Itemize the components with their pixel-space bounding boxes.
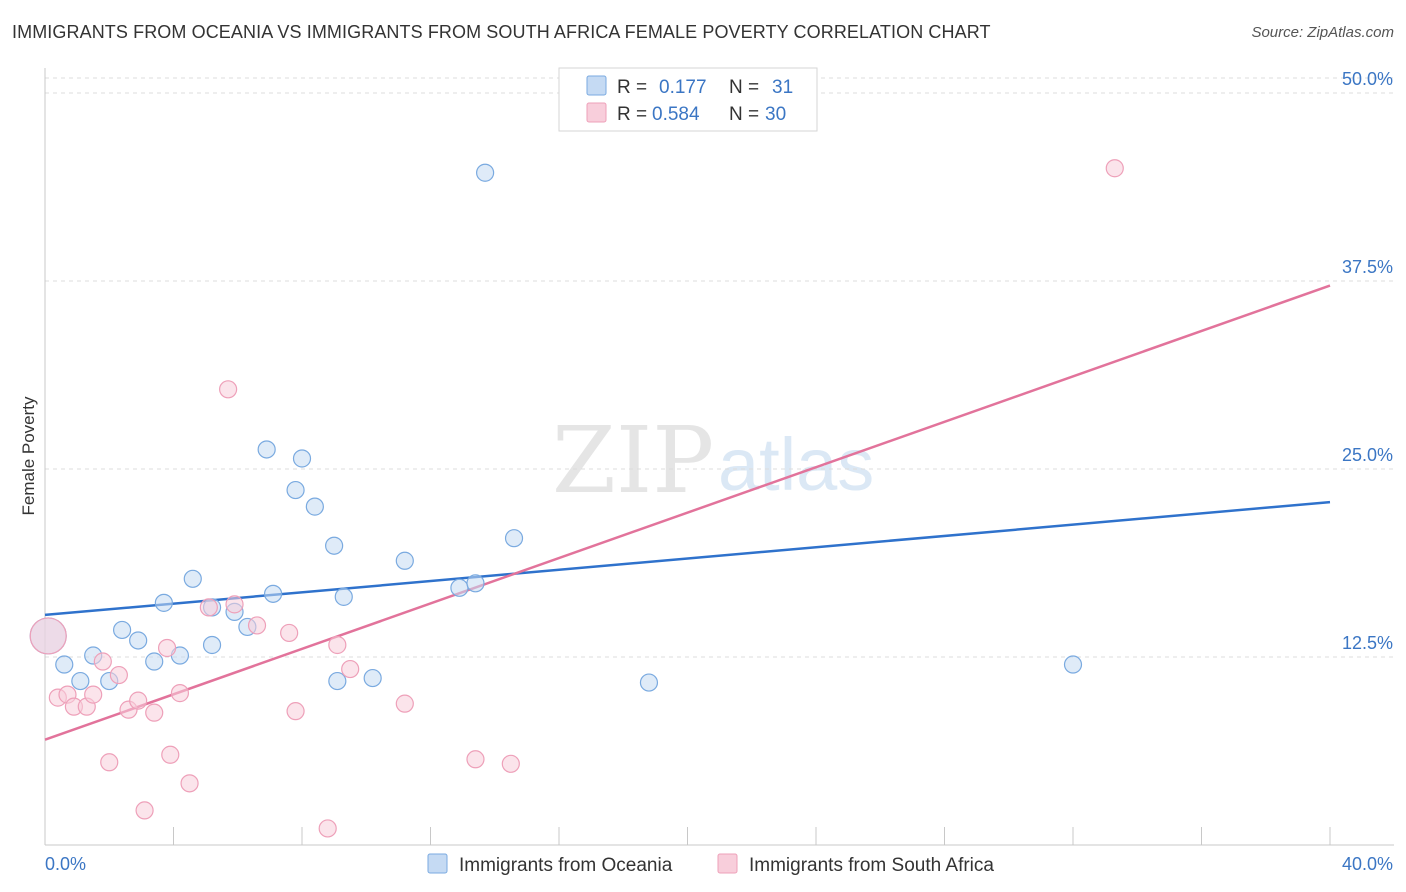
point-south-africa [100, 753, 119, 772]
point-south-africa [199, 598, 218, 617]
point-oceania [145, 652, 164, 671]
legend-swatch-oceania [586, 75, 607, 96]
point-oceania [363, 668, 382, 688]
y-tick-label: 25.0% [1342, 445, 1393, 465]
point-oceania [476, 163, 495, 182]
y-tick-label: 37.5% [1342, 257, 1393, 277]
legend-r-label-oceania: R = [617, 77, 647, 98]
point-south-africa [93, 652, 112, 671]
point-oceania [71, 671, 90, 691]
legend-swatch-south-africa [586, 102, 607, 123]
bottom-legend-swatch-south-africa [717, 853, 738, 874]
gridlines [45, 77, 1394, 658]
point-oceania [639, 673, 659, 692]
x-ticks [44, 827, 1331, 845]
point-oceania [129, 631, 148, 650]
point-south-africa [328, 635, 347, 655]
chart-title: IMMIGRANTS FROM OCEANIA VS IMMIGRANTS FR… [12, 22, 991, 42]
point-south-africa [1105, 159, 1124, 178]
watermark-zip: ZIP [552, 407, 714, 514]
point-oceania [325, 536, 344, 555]
legend-n-label-south-africa: N = [729, 104, 759, 125]
bottom-legend-swatch-oceania [427, 853, 448, 874]
series-legend: Immigrants from Oceania Immigrants from … [427, 853, 994, 876]
trend-line-south-africa [44, 284, 1331, 741]
watermark: ZIP atlas [552, 407, 874, 514]
point-south-africa [395, 694, 414, 713]
y-tick-label: 12.5% [1342, 633, 1393, 653]
point-oceania [154, 593, 173, 612]
point-oceania [466, 574, 485, 593]
point-oceania [328, 671, 347, 691]
point-oceania [202, 635, 222, 655]
point-south-africa [129, 691, 148, 710]
point-south-africa [286, 702, 305, 721]
legend-n-value-oceania: 31 [772, 77, 793, 98]
point-oceania [286, 480, 305, 500]
point-south-africa [225, 595, 244, 614]
point-south-africa [247, 616, 267, 635]
point-south-africa [145, 703, 164, 722]
point-south-africa [318, 819, 337, 838]
point-oceania [263, 584, 283, 603]
correlation-legend: R = 0.177 N = 31 R = 0.584 N = 30 [558, 67, 818, 132]
point-south-africa [170, 684, 190, 703]
legend-r-label-south-africa: R = [617, 104, 647, 125]
point-oceania [395, 551, 414, 570]
points-south-africa [29, 159, 1124, 838]
source-credit: Source: ZipAtlas.com [1251, 24, 1394, 41]
legend-r-value-oceania: 0.177 [659, 77, 707, 98]
point-oceania [257, 440, 276, 459]
y-tick-labels: 12.5% 25.0% 37.5% 50.0% [1342, 69, 1393, 653]
point-oceania [450, 578, 469, 597]
x-tick-label-max: 40.0% [1342, 854, 1393, 874]
point-oceania [292, 449, 312, 468]
trend-line-oceania [44, 500, 1331, 617]
point-south-africa [161, 745, 180, 764]
point-oceania [55, 655, 74, 674]
legend-n-label-oceania: N = [729, 77, 759, 98]
point-oceania [334, 587, 353, 606]
x-tick-label-min: 0.0% [45, 854, 86, 874]
point-south-africa [280, 623, 299, 643]
bottom-legend-label-south-africa: Immigrants from South Africa [749, 855, 994, 876]
point-south-africa [180, 774, 199, 793]
point-south-africa [29, 617, 67, 655]
point-oceania [183, 569, 202, 588]
bottom-legend-label-oceania: Immigrants from Oceania [459, 855, 673, 876]
point-oceania [1063, 655, 1083, 674]
y-tick-label: 50.0% [1342, 69, 1393, 89]
legend-n-value-south-africa: 30 [765, 104, 786, 125]
y-axis-label: Female Poverty [19, 396, 38, 516]
point-south-africa [466, 750, 485, 769]
point-south-africa [84, 685, 103, 704]
point-oceania [305, 497, 324, 516]
point-south-africa [501, 754, 520, 773]
point-south-africa [135, 801, 154, 820]
legend-r-value-south-africa: 0.584 [652, 104, 700, 125]
point-south-africa [157, 638, 177, 658]
point-oceania [112, 620, 132, 640]
point-south-africa [341, 659, 360, 679]
point-south-africa [109, 665, 128, 685]
point-south-africa [219, 380, 238, 399]
point-oceania [504, 529, 524, 548]
